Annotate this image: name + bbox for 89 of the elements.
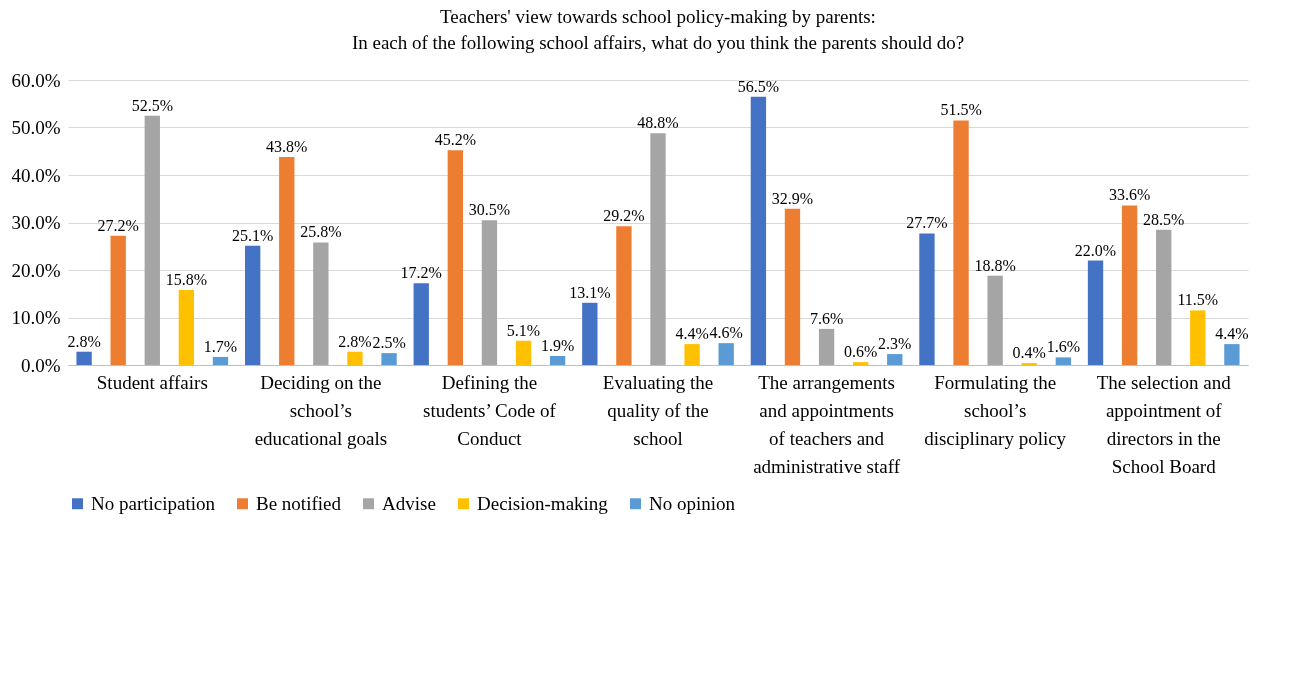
data-label: 17.2% xyxy=(400,264,442,282)
bar xyxy=(245,245,261,365)
data-label: 0.6% xyxy=(844,343,878,361)
bar xyxy=(279,156,295,365)
data-label: 2.5% xyxy=(372,334,406,352)
bar xyxy=(818,328,835,365)
data-label: 1.7% xyxy=(203,337,238,355)
bar xyxy=(852,362,869,365)
bar xyxy=(650,133,666,365)
bar xyxy=(313,242,329,365)
bar xyxy=(750,96,767,365)
legend-label: No opinion xyxy=(649,492,736,514)
data-label: 2.8% xyxy=(67,332,101,350)
bar xyxy=(447,150,464,365)
bar xyxy=(616,226,632,365)
data-label: 11.5% xyxy=(1177,291,1219,309)
data-label: 30.5% xyxy=(468,201,511,219)
data-label: 56.5% xyxy=(737,77,780,95)
y-tick-label: 60.0% xyxy=(11,69,61,91)
bar xyxy=(1190,310,1206,365)
data-label: 33.6% xyxy=(1108,186,1151,204)
bar xyxy=(481,220,498,365)
bar xyxy=(76,351,92,365)
data-label: 52.5% xyxy=(131,96,173,114)
legend-label: Be notified xyxy=(256,492,342,514)
bar xyxy=(212,356,229,365)
bar xyxy=(953,120,969,365)
x-tick-label: Defining the students’ Code of Conduct xyxy=(423,371,557,449)
bar xyxy=(1224,344,1240,365)
data-label: 5.1% xyxy=(506,321,541,339)
y-tick-label: 30.0% xyxy=(11,212,61,233)
x-tick-label: The arrangements and appointments of teachers and administrative staff xyxy=(753,371,901,477)
y-tick-label: 0.0% xyxy=(20,354,61,376)
data-label: 13.1% xyxy=(569,283,611,301)
data-label: 25.8% xyxy=(300,223,342,241)
data-label: 51.5% xyxy=(940,101,982,119)
x-tick-label: Student affairs xyxy=(96,371,208,393)
data-label: 0.4% xyxy=(1012,344,1046,362)
x-tick-label: Evaluating the quality of the school xyxy=(602,371,714,449)
data-label: 45.2% xyxy=(434,131,476,149)
bar xyxy=(784,208,801,365)
data-label: 18.8% xyxy=(974,256,1016,274)
bar xyxy=(515,340,532,365)
data-label: 48.8% xyxy=(637,114,679,132)
data-label: 2.8% xyxy=(338,332,372,350)
data-label: 1.9% xyxy=(540,336,575,354)
data-label: 43.8% xyxy=(266,137,308,155)
bar xyxy=(110,235,126,365)
x-tick-label: The selection and appointment of directors in the School Board xyxy=(1096,371,1232,477)
bar xyxy=(1055,357,1071,365)
bar xyxy=(1087,260,1104,365)
x-tick-label: Formulating the school’s disciplinary policy xyxy=(924,371,1067,449)
bar xyxy=(887,354,903,365)
data-label: 22.0% xyxy=(1074,241,1117,259)
bar xyxy=(987,275,1003,365)
data-label: 2.3% xyxy=(878,335,912,353)
data-label: 1.6% xyxy=(1046,338,1080,356)
legend-label: Advise xyxy=(382,492,436,514)
data-label: 4.4% xyxy=(675,325,709,343)
bar xyxy=(178,289,195,365)
bar xyxy=(144,115,160,365)
bar xyxy=(684,344,700,365)
bar xyxy=(413,283,429,365)
y-tick-label: 20.0% xyxy=(11,259,61,281)
data-label: 27.2% xyxy=(97,216,139,234)
y-tick-label: 10.0% xyxy=(11,307,61,328)
bar xyxy=(549,355,566,365)
legend-label: Decision-making xyxy=(477,492,609,514)
y-tick-label: 50.0% xyxy=(11,117,61,138)
data-label: 4.6% xyxy=(709,324,743,342)
bar xyxy=(347,351,363,365)
data-label: 25.1% xyxy=(232,226,274,244)
bar xyxy=(1156,229,1172,365)
data-label: 4.4% xyxy=(1215,325,1249,343)
x-tick-label: Deciding on the school’s educational goals xyxy=(254,371,388,449)
data-label: 28.5% xyxy=(1143,210,1185,228)
chart-title: Teachers' view towards school policy-making by parents: In each of the following school affairs, what do you think the parents should do? xyxy=(351,6,965,53)
data-label: 7.6% xyxy=(809,309,844,327)
data-label: 15.8% xyxy=(165,270,208,288)
legend-label: No participation xyxy=(91,492,216,514)
data-label: 29.2% xyxy=(603,207,645,225)
bar xyxy=(1121,205,1138,365)
bar xyxy=(582,302,598,365)
bar xyxy=(381,353,397,365)
bar xyxy=(718,343,734,365)
bar xyxy=(919,233,935,365)
y-tick-label: 40.0% xyxy=(11,164,61,186)
data-label: 32.9% xyxy=(771,189,814,207)
data-label: 27.7% xyxy=(906,214,948,232)
